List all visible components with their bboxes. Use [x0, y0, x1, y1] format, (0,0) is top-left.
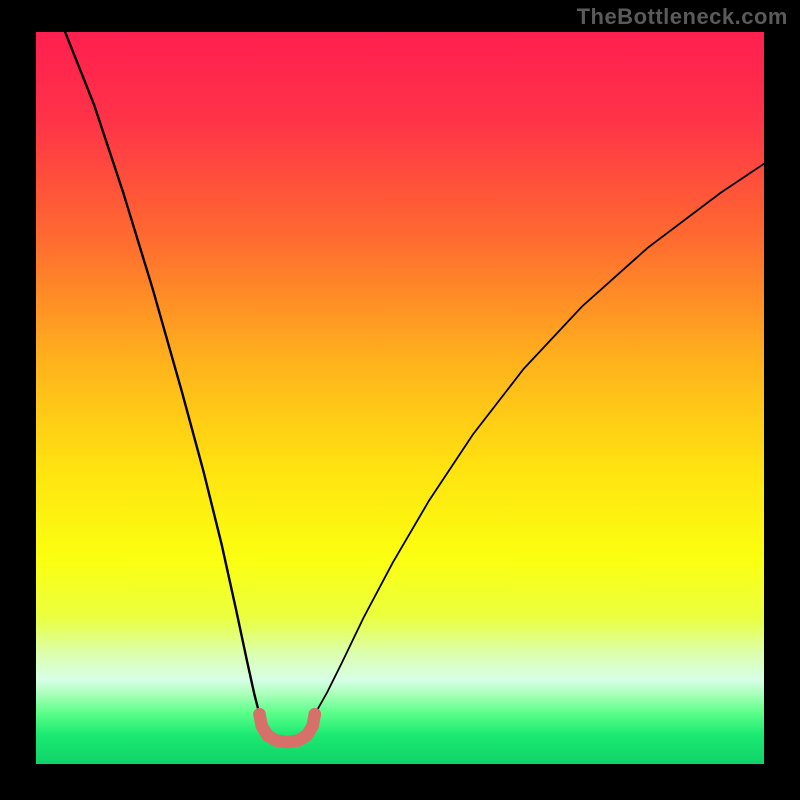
chart-frame: TheBottleneck.com [0, 0, 800, 800]
marker-dot-left [253, 708, 265, 720]
curve-right [315, 164, 764, 714]
watermark-text: TheBottleneck.com [577, 4, 788, 30]
marker-u-shape [260, 714, 315, 742]
marker-dot-right [309, 708, 321, 720]
curves-layer [36, 32, 764, 764]
plot-area [36, 32, 764, 764]
curve-left [65, 32, 259, 714]
